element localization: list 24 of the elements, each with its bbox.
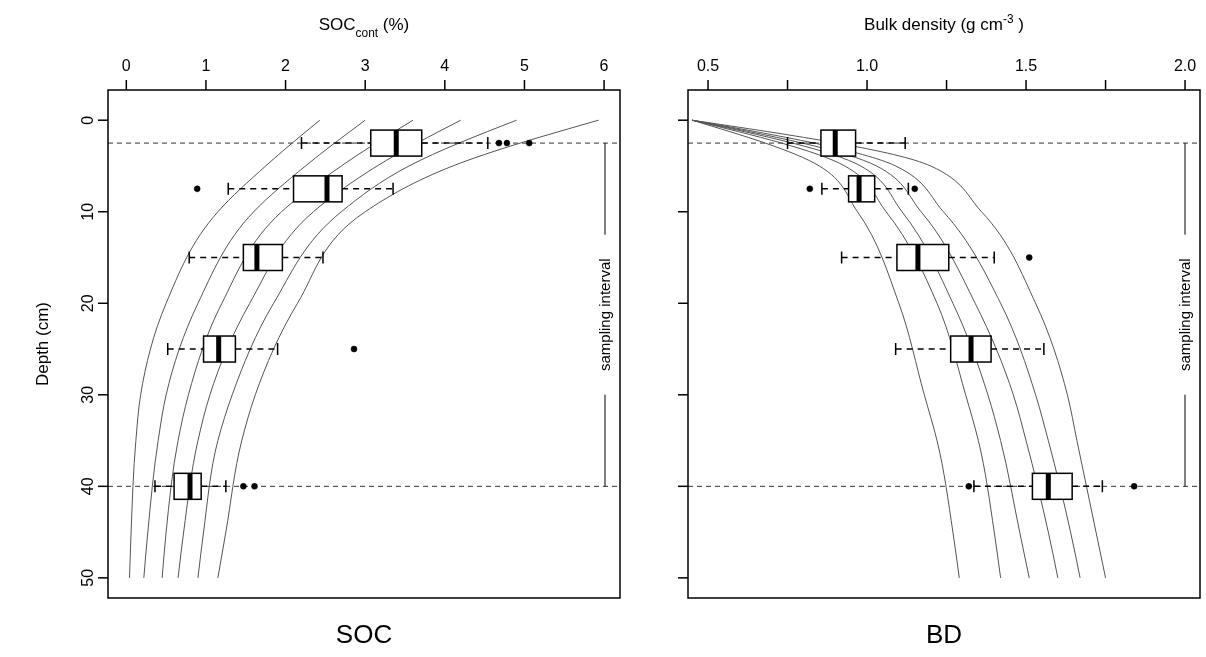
x-axis-title: SOC$_{cont}$ (%) <box>318 15 410 40</box>
x-tick-label: 1.5 <box>1014 57 1038 74</box>
y-tick-label: 40 <box>79 477 97 496</box>
y-tick-label: 0 <box>79 115 97 125</box>
annotation: sampling interval <box>1176 258 1194 371</box>
y-axis-title: Depth (cm) <box>33 301 52 387</box>
x-tick-label: 0.5 <box>696 57 720 74</box>
x-tick-label: 6 <box>599 57 609 74</box>
x-tick-label: 2.0 <box>1173 57 1197 74</box>
y-tick-label: 10 <box>79 202 97 221</box>
x-axis-title: Bulk density (g cm$^{-3}$) <box>864 12 1024 34</box>
x-tick-label: 0 <box>121 57 131 74</box>
y-tick-label: 20 <box>79 294 97 313</box>
x-tick-label: 2 <box>281 57 291 74</box>
y-tick-label: 50 <box>79 568 97 587</box>
y-tick-label: 30 <box>79 385 97 404</box>
text: BD <box>925 619 963 649</box>
x-tick-label: 1 <box>201 57 211 74</box>
x-tick-label: 4 <box>440 57 450 74</box>
x-tick-label: 3 <box>360 57 370 74</box>
x-tick-label: 5 <box>519 57 529 74</box>
text: SOC <box>335 619 393 649</box>
x-tick-label: 1.0 <box>855 57 879 74</box>
annotation: sampling interval <box>596 258 614 371</box>
